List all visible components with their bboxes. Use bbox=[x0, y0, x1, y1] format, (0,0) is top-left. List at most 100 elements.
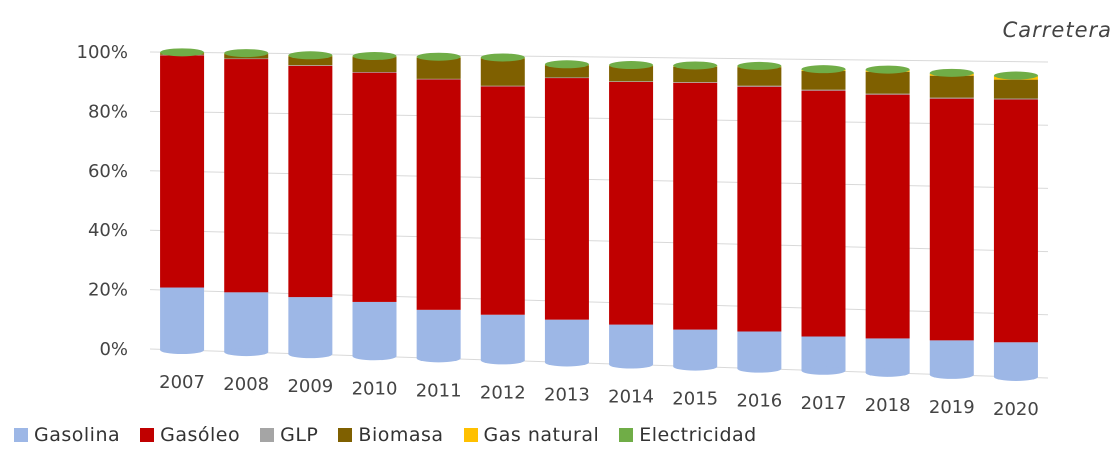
gridline bbox=[149, 110, 1049, 126]
legend-swatch bbox=[140, 428, 155, 442]
x-tick-label: 2015 bbox=[672, 389, 718, 410]
y-tick-label: 100% bbox=[77, 42, 128, 63]
bar-segment bbox=[480, 86, 525, 315]
bar-segment bbox=[929, 97, 974, 99]
grid-layer bbox=[149, 51, 1049, 379]
bar-segment bbox=[801, 90, 846, 337]
bar-top-cap bbox=[224, 49, 269, 58]
bar-stack bbox=[416, 52, 461, 363]
bar-stack bbox=[673, 61, 718, 371]
bar-segment bbox=[480, 58, 525, 86]
bar-stack bbox=[544, 60, 589, 367]
bar-segment bbox=[737, 85, 782, 87]
bar-segment bbox=[865, 71, 910, 94]
bar-segment bbox=[160, 55, 205, 288]
bar-segment bbox=[737, 331, 782, 369]
bar-top-cap bbox=[673, 61, 718, 70]
x-tick-label: 2007 bbox=[159, 372, 205, 393]
x-tick-label: 2020 bbox=[993, 399, 1039, 420]
gridline bbox=[149, 348, 1049, 379]
bar-segment bbox=[801, 336, 846, 371]
bar-bottom-cap bbox=[288, 350, 333, 359]
bar-bottom-cap bbox=[801, 366, 846, 375]
legend-item: GLP bbox=[260, 424, 318, 446]
bar-segment bbox=[801, 71, 846, 90]
bar-bottom-cap bbox=[737, 364, 782, 373]
bar-top-cap bbox=[993, 71, 1038, 80]
bar-bottom-cap bbox=[480, 356, 525, 365]
legend-swatch bbox=[14, 428, 28, 442]
legend-swatch bbox=[260, 428, 275, 442]
bar-segment bbox=[993, 79, 1038, 99]
bar-segment bbox=[544, 319, 589, 363]
bar-segment bbox=[480, 314, 525, 361]
bar-segment bbox=[416, 78, 461, 80]
bar-segment bbox=[288, 297, 333, 355]
legend-label: Biomasa bbox=[358, 424, 444, 446]
gridline bbox=[149, 51, 1049, 63]
bar-bottom-cap bbox=[352, 352, 397, 361]
bar-segment bbox=[993, 98, 1038, 100]
bar-segment bbox=[929, 340, 974, 375]
bar-top-cap bbox=[609, 61, 654, 70]
bar-segment bbox=[480, 85, 525, 87]
bar-segment bbox=[544, 78, 589, 320]
legend-label: Gasolina bbox=[34, 424, 121, 446]
bar-segment bbox=[865, 338, 910, 373]
bar-segment bbox=[673, 66, 718, 83]
x-tick-label: 2008 bbox=[223, 374, 269, 395]
bar-segment bbox=[224, 58, 269, 60]
bars-layer bbox=[160, 48, 1038, 381]
legend-item: Electricidad bbox=[619, 424, 756, 446]
legend-swatch bbox=[338, 428, 353, 442]
x-axis-ticks: 2007 2008 2009 2010 2011 2012 2013 2014 2015 2016… bbox=[159, 372, 1039, 420]
bar-segment bbox=[352, 56, 397, 73]
x-tick-label: 2009 bbox=[287, 376, 333, 397]
bar-bottom-cap bbox=[224, 348, 269, 357]
bar-top-cap bbox=[480, 53, 525, 62]
bar-segment bbox=[544, 77, 589, 79]
gridline bbox=[149, 289, 1049, 316]
bar-top-cap bbox=[544, 60, 589, 69]
bar-top-cap bbox=[865, 65, 910, 74]
y-tick-label: 40% bbox=[88, 220, 128, 241]
bar-stack bbox=[737, 61, 782, 373]
bar-bottom-cap bbox=[160, 346, 205, 355]
bar-segment bbox=[865, 94, 910, 339]
bar-top-cap bbox=[801, 65, 846, 74]
bar-segment bbox=[288, 65, 333, 298]
bar-bottom-cap bbox=[416, 354, 461, 363]
bar-segment bbox=[609, 81, 654, 82]
stacked-bar-chart: 0%20%40%60%80%100% 2007 2008 2009 2010 2011 2… bbox=[77, 42, 1049, 420]
bar-segment bbox=[993, 342, 1038, 377]
legend-label: GLP bbox=[280, 424, 319, 446]
bar-bottom-cap bbox=[544, 358, 589, 367]
bar-segment bbox=[673, 82, 718, 83]
bar-segment bbox=[416, 79, 461, 310]
bar-top-cap bbox=[737, 61, 782, 70]
legend-swatch bbox=[463, 428, 478, 442]
x-tick-label: 2016 bbox=[736, 391, 782, 412]
bar-segment bbox=[673, 329, 718, 367]
bar-bottom-cap bbox=[993, 372, 1038, 381]
bar-segment bbox=[801, 89, 846, 91]
bar-stack bbox=[993, 71, 1038, 381]
legend-label: Gas natural bbox=[483, 424, 600, 446]
bar-segment bbox=[673, 82, 718, 330]
y-tick-label: 0% bbox=[99, 339, 128, 360]
legend-item: Gasolina bbox=[14, 424, 120, 446]
legend-label: Gasóleo bbox=[160, 424, 241, 446]
bar-segment bbox=[416, 309, 461, 359]
bar-segment bbox=[609, 65, 654, 82]
gridline bbox=[149, 229, 1049, 253]
bar-segment bbox=[929, 98, 974, 341]
bar-segment bbox=[352, 72, 397, 73]
bar-top-cap bbox=[352, 52, 397, 61]
bar-bottom-cap bbox=[609, 360, 654, 369]
bar-segment bbox=[352, 72, 397, 302]
bar-segment bbox=[609, 324, 654, 365]
bar-top-cap bbox=[416, 52, 461, 61]
bar-segment bbox=[737, 67, 782, 86]
y-tick-label: 60% bbox=[88, 161, 128, 182]
x-tick-label: 2019 bbox=[929, 397, 975, 418]
